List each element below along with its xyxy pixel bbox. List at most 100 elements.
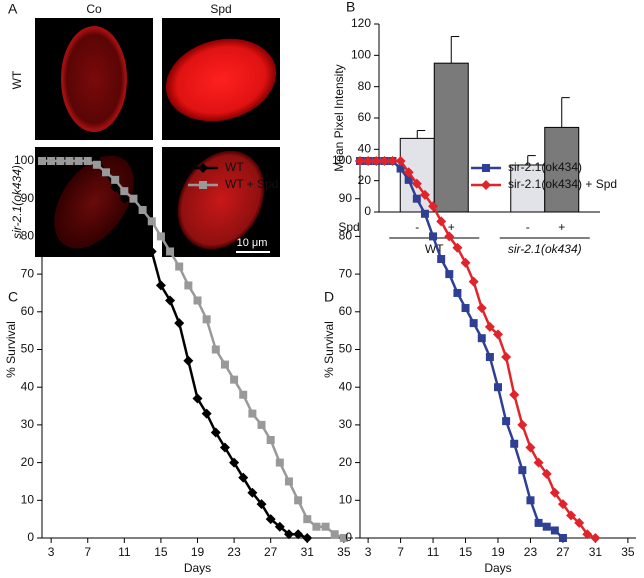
marker [437, 255, 446, 264]
x-tick-label: 11 [118, 545, 131, 559]
marker [211, 345, 220, 354]
row-label: sir-2.1(ok434) [10, 165, 24, 239]
x-tick-label: 3 [365, 545, 372, 559]
y-tick-label: 90 [21, 191, 35, 205]
marker [239, 390, 248, 399]
marker [355, 156, 365, 166]
x-tick-label: 23 [227, 545, 241, 559]
nucleus [177, 150, 265, 250]
marker [175, 262, 184, 271]
marker [387, 156, 398, 166]
marker [339, 534, 348, 542]
marker [510, 439, 519, 448]
y-tick-label: 30 [339, 417, 353, 431]
y-tick-label: 100 [351, 48, 371, 62]
series-label: - [415, 220, 419, 234]
marker [330, 530, 339, 539]
marker [256, 499, 267, 510]
marker [469, 319, 478, 328]
series-line [42, 159, 345, 540]
marker [533, 457, 544, 468]
marker [129, 194, 138, 203]
y-tick-label: 80 [21, 229, 35, 243]
row-label: WT [10, 70, 24, 89]
marker [509, 389, 520, 400]
x-tick-label: 15 [459, 545, 473, 559]
x-tick-label: 35 [337, 545, 351, 559]
marker [120, 187, 129, 196]
marker [257, 420, 266, 429]
marker [283, 529, 294, 540]
marker [525, 442, 536, 453]
marker [312, 522, 321, 531]
y-tick-label: 50 [339, 342, 353, 356]
marker [494, 383, 502, 392]
y-tick-label: 40 [358, 142, 372, 156]
column-label: Co [86, 2, 102, 16]
x-axis-label: Days [484, 561, 511, 575]
marker [590, 533, 601, 543]
legend-marker [482, 164, 490, 172]
marker [452, 242, 463, 253]
marker [363, 156, 374, 166]
marker [229, 457, 240, 468]
marker [147, 217, 156, 226]
marker [403, 167, 414, 178]
marker [566, 510, 577, 521]
marker [38, 157, 46, 165]
panel-label: C [8, 289, 18, 305]
y-tick-label: 60 [358, 110, 372, 124]
marker [193, 296, 202, 305]
marker [302, 533, 313, 543]
y-tick-label: 30 [21, 417, 35, 431]
marker [557, 499, 568, 510]
marker [461, 304, 470, 313]
marker [404, 175, 413, 184]
y-axis-label: % Survival [322, 321, 336, 378]
marker [419, 189, 430, 200]
x-axis-label: Days [184, 561, 211, 575]
series-label: - [526, 220, 530, 234]
marker [266, 435, 275, 444]
x-tick-label: 27 [264, 545, 278, 559]
group-label: Spd [338, 220, 359, 234]
marker [275, 458, 284, 467]
legend-label: WT + Spd [225, 177, 278, 191]
legend-marker [198, 163, 208, 173]
y-tick-label: 0 [27, 530, 34, 544]
y-tick-label: 20 [21, 455, 35, 469]
marker [184, 281, 193, 290]
marker [102, 168, 111, 177]
y-tick-label: 0 [345, 530, 352, 544]
marker [412, 194, 421, 203]
marker [83, 157, 92, 165]
marker [210, 427, 221, 438]
marker [248, 409, 257, 418]
series-label: + [448, 220, 455, 234]
y-axis-label: % Survival [4, 321, 18, 378]
marker [429, 232, 438, 241]
y-tick-label: 70 [339, 266, 353, 280]
x-tick-label: sir-2.1(ok434) [508, 242, 582, 256]
legend-marker [481, 180, 491, 190]
marker [74, 157, 83, 165]
y-tick-label: 20 [358, 173, 372, 187]
marker [445, 270, 454, 279]
y-tick-label: 100 [14, 153, 34, 167]
marker [201, 408, 212, 419]
marker [303, 515, 312, 524]
panel-label: D [324, 289, 334, 305]
legend-label: sir-2.1(ok434) + Spd [508, 177, 617, 191]
marker [542, 522, 551, 531]
legend-marker [199, 181, 207, 189]
marker [65, 157, 74, 165]
marker [468, 276, 479, 287]
marker [476, 303, 487, 314]
marker [549, 487, 560, 498]
marker [477, 334, 486, 343]
marker [541, 468, 552, 479]
marker [47, 157, 56, 165]
x-tick-label: 3 [48, 545, 55, 559]
panel-label: A [8, 1, 18, 17]
marker [502, 417, 511, 426]
